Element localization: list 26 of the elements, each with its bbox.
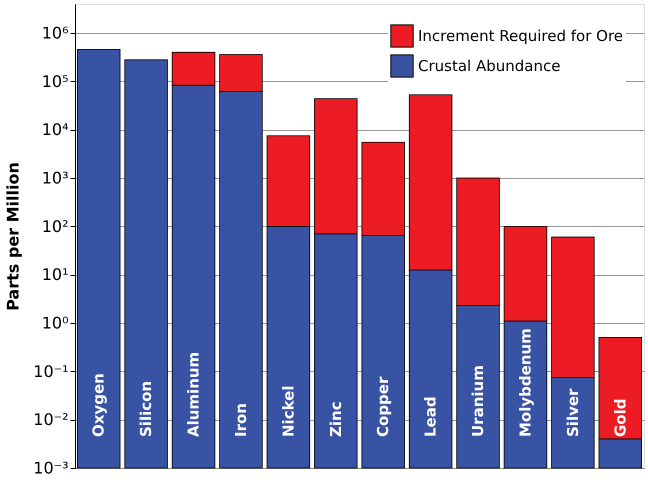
x-tick-label: Silver bbox=[564, 388, 582, 437]
x-tick-label: Lead bbox=[422, 396, 440, 437]
y-tick-label: 10⁻² bbox=[33, 410, 68, 430]
y-tick-label: 10³ bbox=[42, 168, 68, 188]
x-tick-label: Nickel bbox=[279, 386, 298, 437]
y-tick-label: 10⁵ bbox=[42, 72, 68, 91]
x-tick-label: Aluminum bbox=[184, 352, 203, 437]
x-tick-label: Zinc bbox=[326, 401, 345, 437]
legend-label: Increment Required for Ore bbox=[418, 27, 624, 45]
legend-label: Crustal Abundance bbox=[418, 57, 560, 75]
bar bbox=[124, 59, 168, 468]
y-tick-label: 10⁴ bbox=[42, 120, 68, 140]
y-tick-label: 10⁻³ bbox=[33, 458, 68, 478]
y-tick-label: 10⁰ bbox=[42, 314, 68, 333]
y-axis-title: Parts per Million bbox=[3, 162, 22, 311]
x-tick-label: Uranium bbox=[469, 365, 488, 437]
y-tick-label: 10⁻¹ bbox=[33, 362, 68, 381]
x-tick-label: Iron bbox=[232, 403, 250, 437]
y-tick-label: 10² bbox=[42, 216, 68, 236]
x-tick-label: Molybdenum bbox=[516, 328, 534, 437]
x-tick-label: Silicon bbox=[137, 380, 156, 437]
x-tick-label: Gold bbox=[611, 398, 630, 437]
y-tick-label: 10⁶ bbox=[42, 24, 68, 43]
y-tick-label: 10¹ bbox=[42, 265, 68, 284]
x-tick-label: Oxygen bbox=[90, 373, 108, 437]
x-tick-label: Copper bbox=[374, 376, 392, 437]
